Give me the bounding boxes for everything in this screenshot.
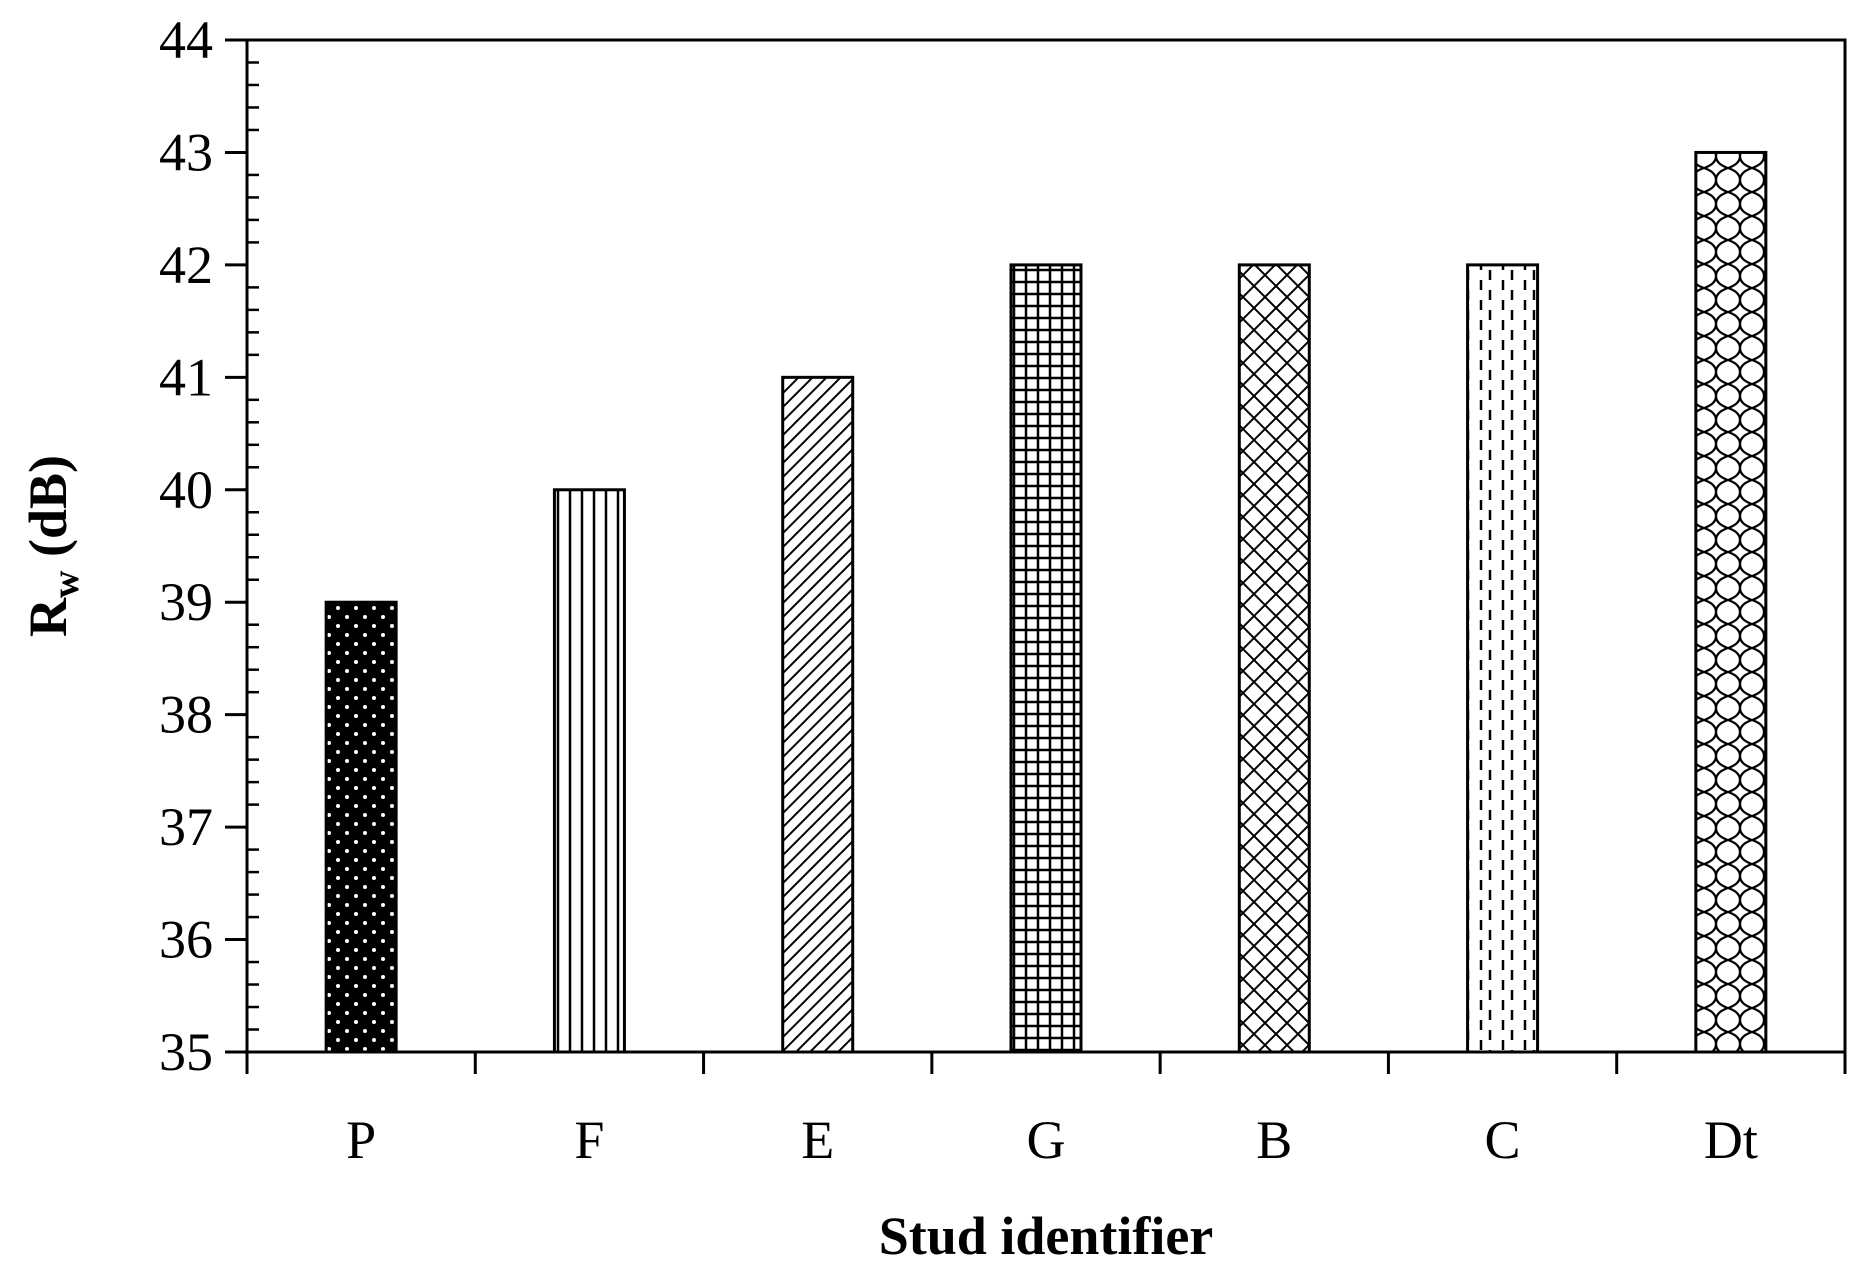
- y-tick-label: 44: [159, 10, 213, 70]
- y-axis-title-main: R: [18, 597, 78, 637]
- bar-C: [1466, 263, 1540, 1054]
- x-tick-label-Dt: Dt: [1704, 1110, 1758, 1170]
- y-tick-label: 42: [159, 235, 213, 295]
- y-tick-label: 39: [159, 572, 213, 632]
- y-axis-title: Rw (dB): [18, 455, 87, 637]
- y-tick-label: 36: [159, 910, 213, 970]
- x-axis: P F E G B C Dt: [245, 1052, 1847, 1170]
- x-tick-label-G: G: [1027, 1110, 1066, 1170]
- y-tick-label: 41: [159, 347, 213, 407]
- plot-frame: [245, 38, 1847, 1054]
- y-tick-label: 40: [159, 460, 213, 520]
- bars-layer: [324, 150, 1768, 1054]
- y-tick-label: 35: [159, 1022, 213, 1082]
- x-tick-label-P: P: [346, 1110, 376, 1170]
- bar-G: [1009, 263, 1083, 1054]
- bar-B: [1237, 263, 1311, 1054]
- bar-Dt: [1694, 150, 1768, 1054]
- bar-F: [552, 488, 626, 1054]
- x-tick-label-F: F: [574, 1110, 604, 1170]
- x-tick-label-E: E: [801, 1110, 834, 1170]
- y-axis-title-subscript: w: [45, 570, 87, 598]
- x-tick-label-C: C: [1485, 1110, 1521, 1170]
- y-tick-label: 43: [159, 122, 213, 182]
- bar-E: [781, 375, 855, 1054]
- y-tick-label: 38: [159, 685, 213, 745]
- y-tick-label: 37: [159, 797, 213, 857]
- y-axis-title-unit: (dB): [18, 455, 78, 571]
- x-axis-title: Stud identifier: [879, 1206, 1214, 1266]
- x-tick-label-B: B: [1256, 1110, 1292, 1170]
- bar-P: [324, 600, 398, 1054]
- y-axis: 35 36 37 38 39 40 41 42 43 44: [159, 10, 259, 1082]
